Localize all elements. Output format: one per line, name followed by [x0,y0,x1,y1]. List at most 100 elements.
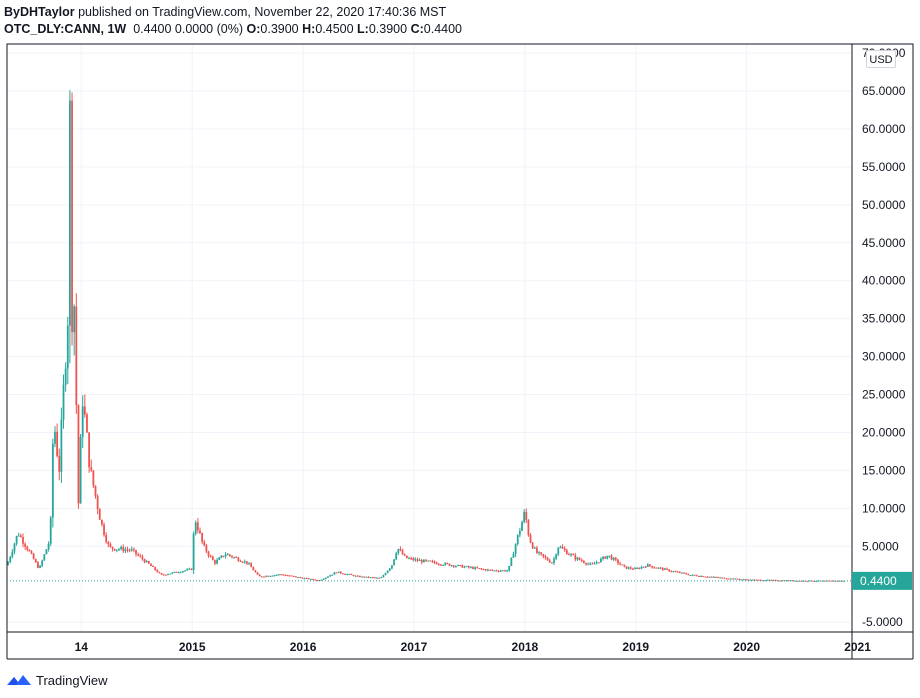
footer-brand[interactable]: TradingView [36,672,108,688]
candle [527,519,530,537]
candle [150,563,152,566]
candle [486,568,489,572]
candle-body [589,563,592,565]
candle-body [634,568,636,570]
candle [587,562,590,566]
candle [476,566,479,569]
candle [655,567,658,569]
candle [100,519,103,527]
candle [717,576,720,579]
candle-body [235,557,238,559]
candle [779,580,781,582]
candle [273,574,276,577]
last-value: 0.4400 [133,22,172,36]
price-axis[interactable]: -5.0000 5.0000 10.0000 15.0000 20.0000 25.000… [862,46,906,629]
candle-body [787,580,790,582]
author-name[interactable]: ByDHTaylor [4,5,75,19]
candle-body [685,573,688,575]
candle-body [489,569,491,571]
candle-body [280,574,282,576]
candle [169,573,172,575]
candle [339,571,342,574]
candle-body [843,580,845,582]
candle [130,546,133,552]
candle-body [341,573,344,575]
candle-body [444,563,447,565]
time-axis[interactable]: 14 2015 2016 2017 2018 2019 2020 2021 [75,640,872,654]
candle [43,553,46,561]
candle-body [64,368,67,385]
candle-body [518,530,521,535]
candle [124,546,127,554]
candle [764,580,767,582]
candle-body [713,576,715,578]
candle-body [546,557,549,561]
candle-body [484,569,487,571]
candle-body [265,575,268,577]
candle-body [26,546,29,550]
candle-body [717,577,720,579]
candle-body [495,570,498,572]
x-tick-label: 2020 [733,640,760,654]
candle-body [408,558,410,560]
candle-body [382,575,385,578]
candle-body [267,575,270,577]
candle [514,543,517,558]
candle-body [71,100,73,333]
candle [135,549,137,557]
candle [625,566,628,569]
tradingview-logo-icon[interactable] [6,673,32,687]
candle-body [830,580,833,582]
candle-body [499,570,502,572]
candles [7,90,845,583]
candle [299,576,302,579]
candle [154,566,157,571]
candle-body [90,467,93,471]
candle-body [542,554,545,557]
candle [574,553,577,562]
candle [47,541,50,552]
candle [755,579,758,581]
candle-body [736,578,739,580]
candle [361,576,363,578]
candle-body [683,572,685,574]
candle-body [582,561,585,563]
candle-body [437,564,440,566]
candle [263,576,265,578]
candle-body [177,572,180,574]
candle-body [184,570,186,572]
candle-body [284,575,287,577]
candle [585,562,587,566]
candle-body [56,431,59,457]
currency-badge[interactable]: USD [866,50,896,68]
candle-body [73,306,76,333]
candle-body [118,549,120,551]
candle-body [811,580,813,582]
candle-body [815,580,818,582]
candle [39,564,41,569]
candle-body [576,557,579,560]
candle-body [115,549,118,551]
candle [823,580,826,582]
candle [685,572,688,575]
candle [676,570,679,573]
candle [809,580,811,582]
candle-body [83,406,86,415]
candle [196,518,199,534]
candle-body [561,547,564,549]
candle-body [314,579,317,581]
candle [715,576,717,578]
candle-body [832,580,835,582]
candle-body [591,563,594,565]
candle [26,545,29,552]
candle-body [751,579,754,581]
candle-body [209,555,212,557]
candle-body [557,547,560,555]
candle-body [608,555,611,557]
candle [745,578,747,581]
candle [160,572,163,575]
candle-body [39,565,41,568]
symbol-label[interactable]: OTC_DLY:CANN, 1W [4,22,127,36]
candle-body [809,580,811,582]
